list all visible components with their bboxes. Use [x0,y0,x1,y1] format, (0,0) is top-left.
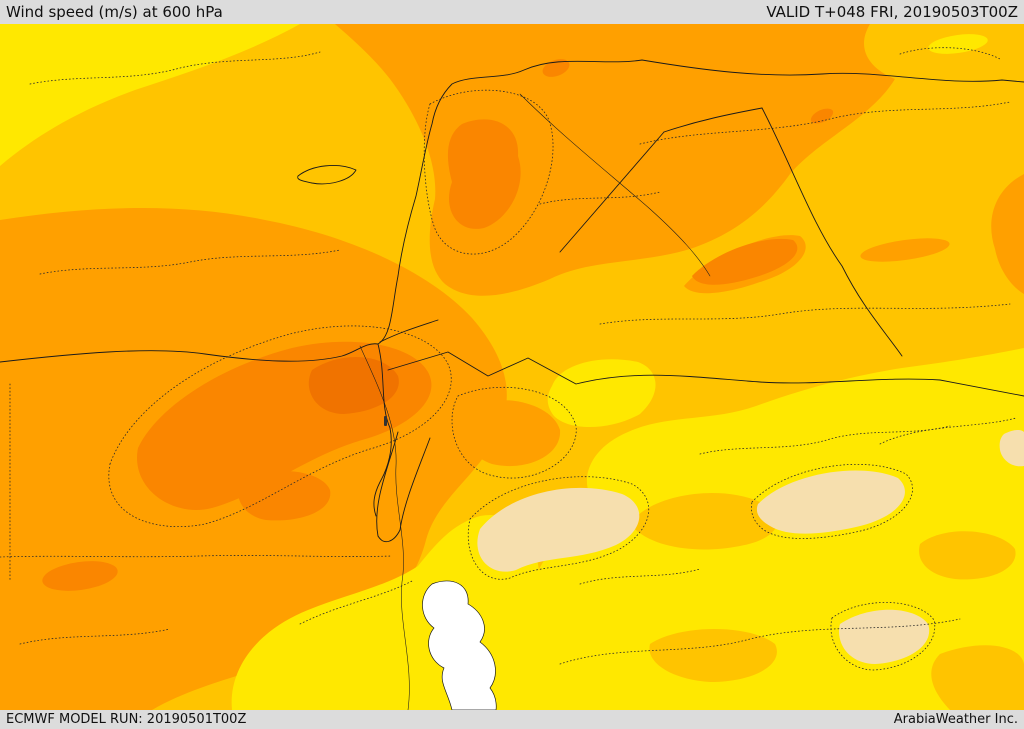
iraq-turkey-border [663,107,763,133]
wind-speed-map [0,24,1024,710]
dead-sea [384,416,387,426]
dotted-contour [879,417,1017,445]
rift-valley-border [373,343,392,517]
footer-bar: ECMWF MODEL RUN: 20190501T00Z ArabiaWeat… [0,710,1024,729]
valid-time-label: VALID T+048 FRI, 20190503T00Z [766,3,1018,21]
orange-tongue-east [462,400,561,467]
jordan-syria-border [379,319,439,343]
syria-iraq-border [559,131,665,253]
dotted-contour [108,325,452,528]
model-run-label: ECMWF MODEL RUN: 20190501T00Z [6,712,247,727]
dark-blob-small-2 [810,108,834,124]
dark-blob-left [42,561,118,591]
dotted-contour [39,249,341,275]
coastline-border [0,59,1024,363]
gulf-of-aqaba-coast [399,437,431,531]
dark-core-lower [238,470,331,521]
iraq-iran-border [761,107,903,357]
map-area [0,24,1024,710]
dotted-contour [751,464,913,539]
gold-patch-2 [919,531,1016,580]
cream-patch-southeast [839,609,930,664]
map-title: Wind speed (m/s) at 600 hPa [6,3,223,21]
dotted-contour [639,101,1011,145]
cream-patch-right-edge [999,430,1024,467]
cream-patch-east [756,470,905,534]
contour-dotted-layer [0,47,1017,671]
gold-patch-4 [931,645,1024,710]
dotted-contour [559,618,961,665]
yellow-patch-northeast [928,34,988,54]
gold-patch-1 [630,493,778,550]
dotted-contour [29,51,321,85]
orange-streak-right [860,238,950,262]
cream-patch-center [477,487,640,572]
fill-layer [0,24,1024,710]
brand-label: ArabiaWeather Inc. [893,712,1018,727]
deep-core-inner [308,357,399,414]
dotted-contour [19,628,171,645]
orange-right-edge [991,174,1024,294]
yellow-region-northwest [0,24,300,166]
gold-patch-3 [649,629,777,682]
sinai-tip-coast [377,529,401,543]
dotted-contour [423,89,554,255]
dotted-contour [699,425,951,455]
nile-river [359,345,410,710]
dotted-contour [830,602,936,671]
border-layer [0,59,1024,710]
dotted-contour [299,579,415,625]
dotted-contour [899,47,1001,60]
white-minimum-region [422,580,497,710]
dark-blob-east-jordan [692,238,798,285]
dotted-contour [467,476,650,580]
dark-core-north [447,119,521,229]
header-bar: Wind speed (m/s) at 600 hPa VALID T+048 … [0,0,1024,24]
dotted-contour [599,303,1011,325]
euphrates-river [519,93,711,277]
dotted-border-south [0,555,393,558]
cyprus-outline [297,165,357,185]
saudi-border [387,351,1024,397]
dark-blob-small-1 [542,59,570,77]
